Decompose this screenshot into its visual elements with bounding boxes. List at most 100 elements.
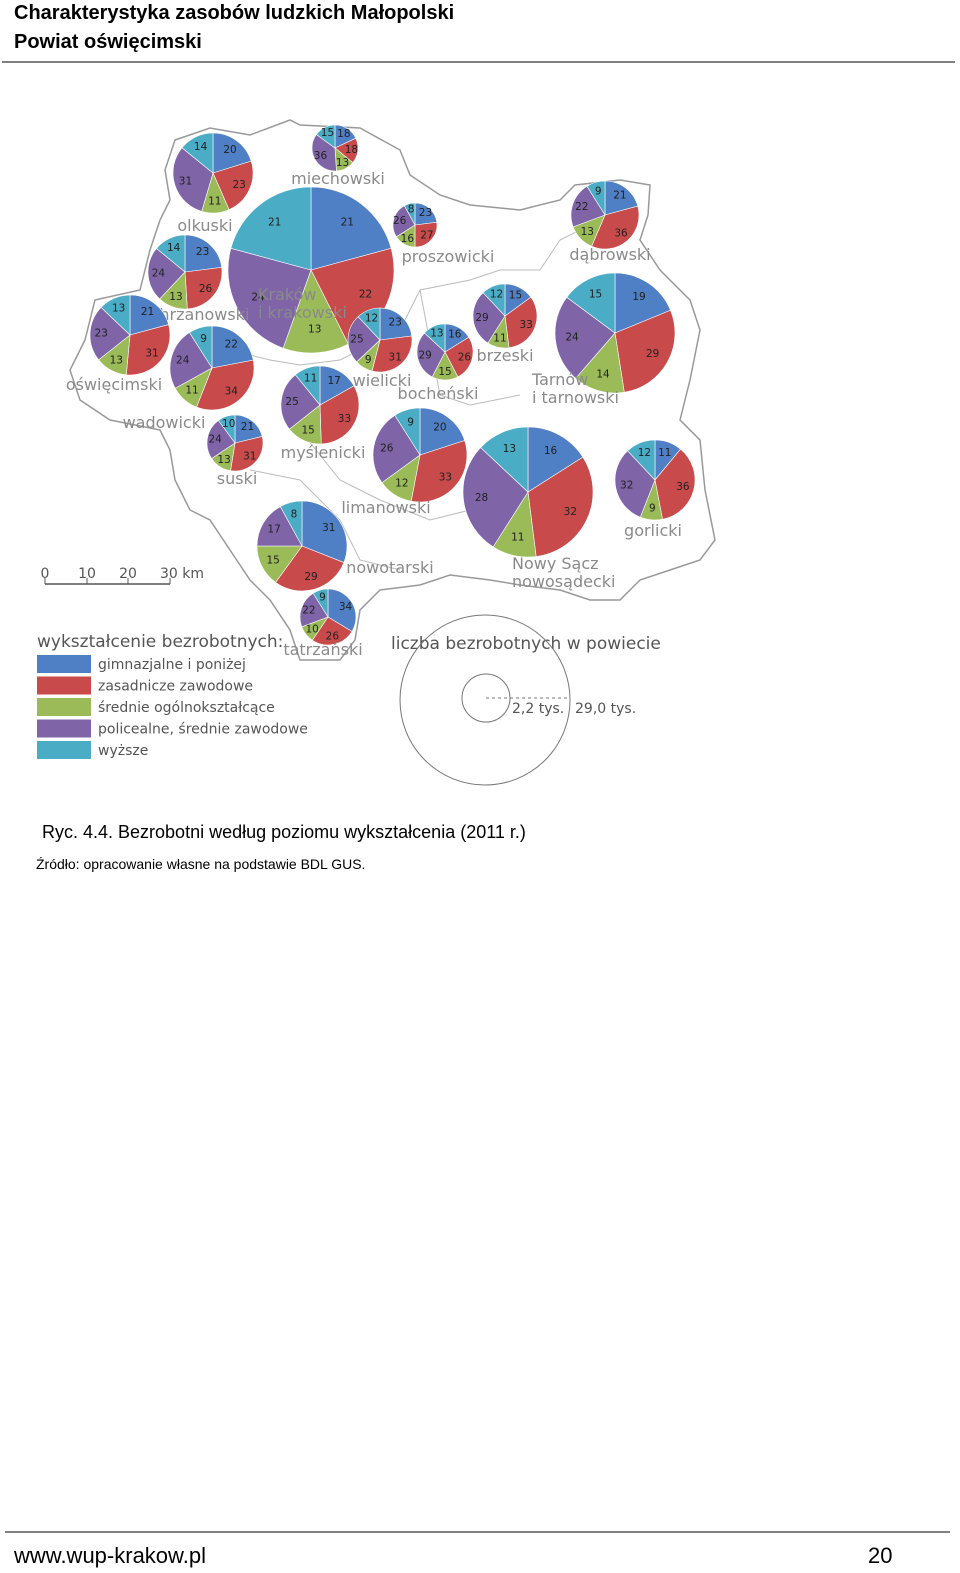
pie-value-label: 29 bbox=[304, 571, 317, 583]
legend-swatch bbox=[37, 655, 91, 673]
district-label: Tarnów bbox=[531, 370, 588, 389]
pie-value-label: 11 bbox=[511, 532, 524, 544]
pie-value-label: 33 bbox=[439, 471, 452, 483]
pie-value-label: 17 bbox=[267, 524, 280, 536]
pie-value-label: 10 bbox=[222, 418, 235, 430]
pie-slice bbox=[482, 283, 506, 317]
district-label: gorlicki bbox=[624, 521, 682, 540]
pie-value-label: 29 bbox=[418, 350, 431, 362]
pie-slice bbox=[504, 296, 538, 349]
pie-value-label: 8 bbox=[408, 204, 415, 216]
size-circle-large bbox=[399, 614, 571, 786]
district-label: i krakowski bbox=[258, 303, 347, 322]
pie-value-label: 24 bbox=[565, 332, 579, 344]
size-legend: liczba bezrobotnych w powiecie 2,2 tys. … bbox=[391, 614, 661, 786]
pie-slice bbox=[575, 332, 625, 394]
pie-value-label: 16 bbox=[448, 328, 462, 340]
pie-slice bbox=[169, 332, 213, 389]
pie-slice bbox=[294, 365, 321, 406]
pie-value-label: 23 bbox=[389, 317, 402, 329]
pie-value-label: 9 bbox=[365, 354, 372, 366]
pie-slice bbox=[604, 180, 639, 216]
scale-label: 30 km bbox=[160, 566, 204, 582]
pie-slice bbox=[327, 588, 357, 632]
pie-value-label: 13 bbox=[581, 226, 594, 238]
pie-slice bbox=[184, 267, 223, 310]
pie-slice bbox=[554, 296, 616, 379]
pie-slice bbox=[275, 545, 345, 592]
pie-value-label: 9 bbox=[649, 503, 656, 515]
pie-slice bbox=[217, 414, 236, 444]
pie-slice bbox=[379, 307, 413, 341]
pie-value-label: 21 bbox=[613, 190, 626, 202]
pie-value-label: 12 bbox=[365, 313, 378, 325]
pie-slice bbox=[586, 180, 606, 217]
pie-slice bbox=[184, 234, 223, 273]
district-label: limanowski bbox=[341, 498, 430, 517]
pie-value-label: 13 bbox=[503, 443, 516, 455]
pie-value-label: 22 bbox=[225, 339, 238, 351]
pie-value-label: 15 bbox=[589, 288, 602, 300]
district-label: proszowicki bbox=[402, 247, 495, 266]
pie-value-label: 24 bbox=[152, 268, 166, 280]
pie-value-label: 23 bbox=[196, 246, 209, 258]
pie-slice bbox=[280, 374, 321, 430]
legend: gimnazjalne i poniżej zasadnicze zawodowe… bbox=[37, 655, 308, 759]
scale-label: 0 bbox=[41, 566, 50, 582]
pie-slice bbox=[394, 407, 421, 457]
pie-value-label: 21 bbox=[341, 217, 354, 229]
pie-slice bbox=[444, 336, 474, 378]
pie-value-label: 22 bbox=[302, 605, 315, 617]
pie-slice bbox=[591, 205, 640, 250]
pie-value-label: 9 bbox=[595, 185, 602, 197]
pie-value-label: 16 bbox=[544, 445, 558, 457]
pie-slice bbox=[227, 247, 312, 349]
pie-value-label: 21 bbox=[241, 421, 254, 433]
legend-swatch bbox=[37, 741, 91, 759]
pie-slice bbox=[410, 440, 468, 503]
pie-slice bbox=[614, 309, 676, 393]
pie-value-label: 15 bbox=[321, 127, 334, 139]
pie-value-label: 12 bbox=[395, 478, 408, 490]
pie-slice bbox=[627, 439, 656, 481]
pie-value-label: 24 bbox=[176, 354, 190, 366]
pie-value-label: 15 bbox=[509, 289, 522, 301]
pie-value-label: 15 bbox=[266, 555, 279, 567]
pie-value-label: 12 bbox=[490, 289, 503, 301]
pie-slice bbox=[372, 414, 421, 484]
pie-slice bbox=[299, 592, 329, 628]
pie-slice bbox=[196, 359, 255, 411]
pie-value-label: 20 bbox=[433, 422, 446, 434]
pie-slice bbox=[319, 385, 360, 445]
pie-slice bbox=[211, 325, 254, 369]
pie-slice bbox=[147, 247, 186, 300]
pie-slice bbox=[311, 616, 353, 646]
pie-value-label: 11 bbox=[208, 196, 221, 208]
district-label: brzeski bbox=[476, 346, 533, 365]
pie-value-label: 24 bbox=[208, 433, 222, 445]
pie-value-label: 26 bbox=[393, 215, 407, 227]
pie-slice bbox=[570, 185, 606, 228]
pie-slice bbox=[125, 324, 171, 376]
pie-slice bbox=[424, 323, 446, 353]
pie-slice bbox=[614, 450, 656, 518]
scale-label: 10 bbox=[78, 566, 96, 582]
pie-value-label: 32 bbox=[620, 479, 633, 491]
legend-title: wykształcenie bezrobotnych: bbox=[37, 632, 283, 652]
pie-value-label: 31 bbox=[322, 522, 335, 534]
pie-slice bbox=[100, 294, 131, 336]
pie-value-label: 36 bbox=[676, 481, 690, 493]
pie-value-label: 31 bbox=[389, 351, 402, 363]
legend-label: gimnazjalne i poniżej bbox=[98, 657, 246, 673]
footer-url: www.wup-krakow.pl bbox=[13, 1543, 206, 1568]
district-label: nowosądecki bbox=[512, 572, 615, 591]
pie-value-label: 21 bbox=[268, 217, 281, 229]
district-label: myślenicki bbox=[281, 443, 366, 462]
pie-value-label: 11 bbox=[658, 447, 671, 459]
district-label: i tarnowski bbox=[532, 388, 619, 407]
legend-label: średnie ogólnokształcące bbox=[98, 700, 275, 716]
pie-slice bbox=[472, 292, 506, 344]
district-label: bocheński bbox=[398, 384, 479, 403]
district-label: olkuski bbox=[177, 216, 232, 235]
